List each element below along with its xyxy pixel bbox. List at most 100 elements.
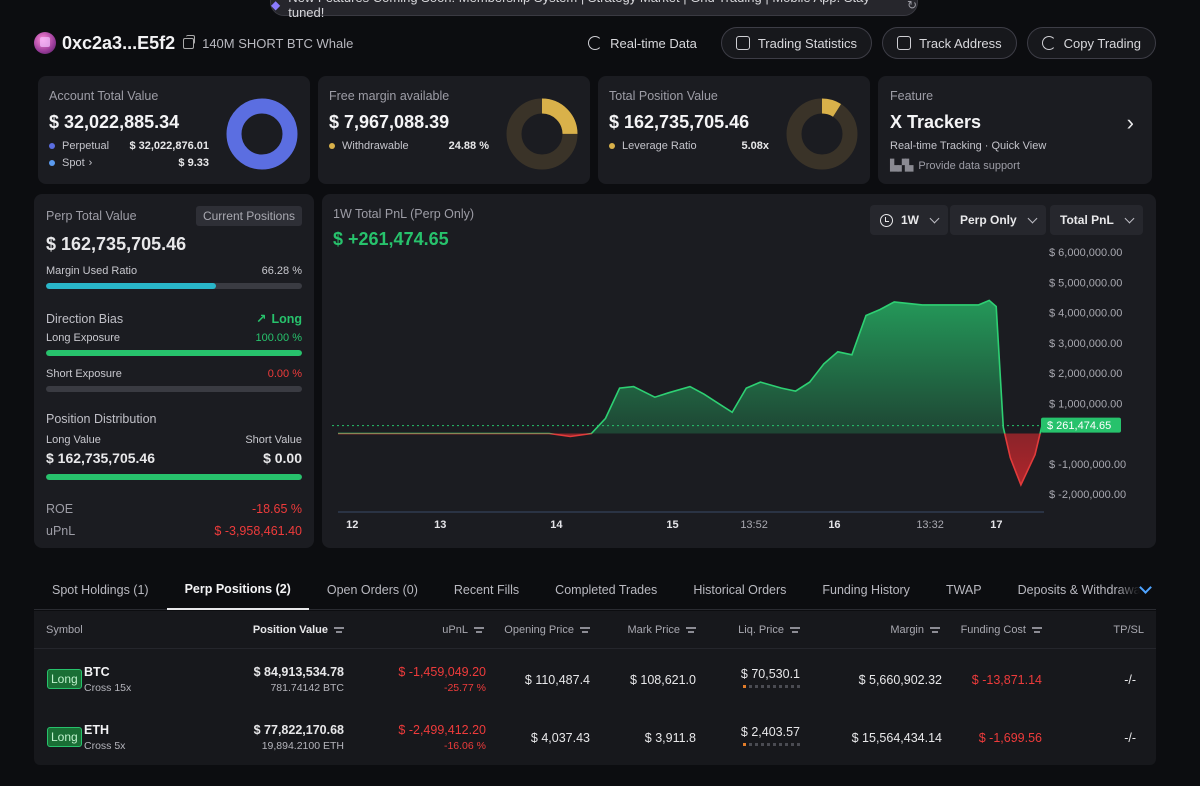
- tab-item[interactable]: Funding History: [822, 582, 910, 597]
- pnl-area-positive: [338, 300, 1042, 434]
- spot-link[interactable]: Spot › $ 9.33: [49, 157, 209, 169]
- leverage-label: Leverage Ratio: [622, 140, 697, 152]
- liq-price: $ 70,530.1: [740, 667, 800, 681]
- y-tick-label: $ 5,000,000.00: [1049, 277, 1122, 289]
- leverage-value: 5.08x: [741, 140, 769, 152]
- liq-price-header[interactable]: Liq. Price: [738, 624, 800, 636]
- liq-distance-indicator: [741, 743, 800, 746]
- withdrawable-label: Withdrawable: [342, 140, 409, 152]
- account-total-value: $ 32,022,885.34: [49, 112, 180, 132]
- margin-amount: $ 5,660,902.32: [858, 673, 942, 687]
- account-donut: [226, 98, 298, 170]
- position-value-header[interactable]: Position Value: [253, 624, 344, 636]
- tab-item[interactable]: Recent Fills: [453, 582, 520, 597]
- symbol-name[interactable]: ETH: [84, 723, 109, 737]
- y-tick-label: $ -1,000,000.00: [1049, 459, 1126, 471]
- y-tick-label: $ 3,000,000.00: [1049, 338, 1122, 350]
- free-margin-card: Free margin available $ 7,967,088.39 Wit…: [318, 76, 590, 184]
- tab-item[interactable]: TWAP: [945, 582, 982, 597]
- short-value-label: Short Value: [245, 434, 302, 446]
- position-distribution-label: Position Distribution: [46, 412, 157, 426]
- sort-icon: [580, 626, 590, 634]
- feature-card[interactable]: Feature X Trackers Real-time Tracking · …: [878, 76, 1152, 184]
- realtime-data-button[interactable]: Real-time Data: [574, 27, 711, 59]
- sort-icon: [334, 626, 344, 634]
- total-position-card: Total Position Value $ 162,735,705.46 Le…: [598, 76, 870, 184]
- perp-total-label: Perp Total Value: [46, 209, 137, 223]
- card-label: Free margin available: [329, 89, 450, 103]
- table-row[interactable]: Long ETH Cross 5x $ 77,822,170.68 19,894…: [34, 707, 1156, 765]
- chart-pnl-value: $ +261,474.65: [333, 229, 449, 249]
- direction-bias-label: Direction Bias: [46, 311, 124, 326]
- opening-price-header[interactable]: Opening Price: [504, 624, 590, 636]
- upnl-percent: -25.77 %: [443, 682, 486, 694]
- short-exposure-value: 0.00 %: [267, 368, 302, 380]
- mark-price: $ 108,621.0: [629, 673, 696, 687]
- symbol-header[interactable]: Symbol: [46, 624, 83, 636]
- margin-header[interactable]: Margin: [890, 624, 940, 636]
- tab-item[interactable]: Completed Trades: [555, 582, 658, 597]
- roe-label: ROE: [46, 502, 74, 516]
- pnl-chart: $ 6,000,000.00 $ 5,000,000.00 $ 4,000,000.…: [332, 247, 1126, 531]
- long-exposure-bar: [46, 350, 302, 356]
- upnl-amount: $ -2,499,412.20: [398, 723, 486, 737]
- announcement-banner[interactable]: ◆ New Features Coming Soon: Membership S…: [270, 0, 918, 20]
- tpsl-value[interactable]: -/-: [1124, 673, 1136, 687]
- x-tick-label: 17: [990, 519, 1002, 531]
- funding-cost-header[interactable]: Funding Cost: [961, 624, 1042, 636]
- metric-select[interactable]: Total PnL: [1050, 205, 1143, 235]
- current-positions-pill[interactable]: Current Positions: [195, 206, 302, 226]
- card-label: Total Position Value: [609, 89, 718, 103]
- roe-value: -18.65 %: [251, 502, 302, 516]
- avatar: [34, 32, 56, 54]
- monitor-icon: [897, 36, 912, 50]
- upnl-label: uPnL: [46, 524, 76, 538]
- free-margin-value: $ 7,967,088.39: [329, 112, 450, 132]
- tpsl-value[interactable]: -/-: [1124, 731, 1136, 745]
- chevron-right-icon: ›: [88, 157, 93, 169]
- positions-tabs: Spot Holdings (1) Perp Positions (2) Open …: [34, 570, 1156, 610]
- tab-item[interactable]: Historical Orders: [693, 582, 787, 597]
- external-link-icon[interactable]: ↻: [906, 0, 917, 12]
- symbol-name[interactable]: BTC: [84, 665, 110, 679]
- y-tick-label: $ 1,000,000.00: [1049, 398, 1122, 410]
- copy-icon[interactable]: [183, 34, 196, 49]
- trending-up-icon: ↗: [255, 312, 267, 326]
- direction-bias-value: Long: [271, 311, 302, 326]
- margin-used-label: Margin Used Ratio: [46, 265, 138, 277]
- upnl-amount: $ -1,459,049.20: [398, 665, 486, 679]
- funding-cost: $ -1,699.56: [978, 731, 1042, 745]
- x-tick-label: 16: [828, 519, 840, 531]
- y-tick-label: $ 2,000,000.00: [1049, 368, 1122, 380]
- upnl-header[interactable]: uPnL: [442, 624, 484, 636]
- position-size: 19,894.2100 ETH: [261, 740, 344, 752]
- tab-item[interactable]: Open Orders (0): [326, 582, 418, 597]
- tabs-fade: [1116, 570, 1156, 608]
- leverage-arc: [786, 98, 858, 170]
- mark-price-header[interactable]: Mark Price: [627, 624, 696, 636]
- long-value-label: Long Value: [46, 434, 101, 446]
- spot-label: Spot: [62, 157, 85, 169]
- current-value-tag: $ 261,474.65: [1041, 417, 1121, 433]
- track-address-button[interactable]: Track Address: [882, 27, 1017, 59]
- scope-select[interactable]: Perp Only: [950, 205, 1046, 235]
- x-tick-label: 14: [550, 519, 563, 531]
- sort-icon: [474, 626, 484, 634]
- x-tick-label: 13:52: [740, 519, 768, 531]
- margin-mode: Cross 5x: [84, 740, 126, 752]
- perpetual-dot: [49, 143, 55, 149]
- funding-cost: $ -13,871.14: [971, 673, 1042, 687]
- table-row[interactable]: Long BTC Cross 15x $ 84,913,534.78 781.7…: [34, 649, 1156, 707]
- pnl-line-negative: [338, 433, 1041, 487]
- tab-item[interactable]: Spot Holdings (1): [52, 582, 149, 597]
- copy-trading-button[interactable]: Copy Trading: [1026, 27, 1156, 59]
- trading-statistics-button[interactable]: Trading Statistics: [720, 27, 873, 59]
- mark-price: $ 3,911.8: [644, 731, 696, 745]
- period-select[interactable]: 1W: [870, 205, 948, 235]
- perpetual-value: $ 32,022,876.01: [129, 140, 209, 152]
- tab-item[interactable]: Perp Positions (2): [166, 570, 309, 610]
- position-value: $ 84,913,534.78: [253, 665, 344, 679]
- chevron-right-icon[interactable]: ›: [1126, 110, 1134, 135]
- margin-donut: [506, 98, 578, 170]
- distribution-bar: [46, 474, 302, 480]
